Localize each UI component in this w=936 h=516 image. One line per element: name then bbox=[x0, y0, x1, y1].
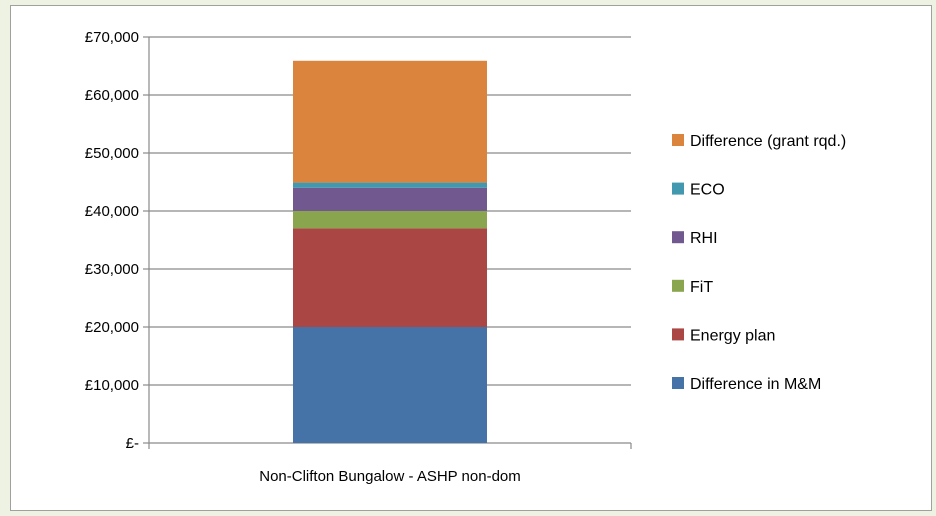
bar-segment-difference-grant-rqd bbox=[293, 60, 487, 183]
legend-label: FiT bbox=[690, 279, 713, 296]
y-tick-label: £50,000 bbox=[85, 145, 139, 162]
legend-swatch bbox=[672, 182, 684, 195]
y-tick-label: £70,000 bbox=[85, 29, 139, 46]
chart-svg: £- £10,000 £20,000 £30,000 £40,000 £50,000 £60… bbox=[85, 29, 846, 485]
legend-swatch bbox=[672, 279, 684, 292]
legend-swatch bbox=[672, 328, 684, 341]
bar-segment-energy-plan bbox=[293, 228, 487, 327]
legend-swatch bbox=[672, 231, 684, 244]
legend-swatch bbox=[672, 377, 684, 389]
y-tick-label: £60,000 bbox=[85, 87, 139, 104]
y-tick-label: £40,000 bbox=[85, 203, 139, 220]
x-category-labels: Non-Clifton Bungalow - ASHP non-dom bbox=[259, 468, 521, 485]
legend-swatch bbox=[672, 134, 684, 146]
bar-segment-eco bbox=[293, 182, 487, 188]
legend-label: Difference (grant rqd.) bbox=[690, 133, 846, 150]
y-tick-label: £30,000 bbox=[85, 261, 139, 278]
legend-label: Difference in M&M bbox=[690, 376, 821, 393]
y-tick-labels: £- £10,000 £20,000 £30,000 £40,000 £50,000 £60… bbox=[85, 29, 139, 452]
bar-segment-rhi bbox=[293, 187, 487, 211]
legend-label: Energy plan bbox=[690, 327, 775, 344]
legend: Difference (grant rqd.) ECO RHI FiT Energy p… bbox=[672, 133, 846, 393]
legend-label: RHI bbox=[690, 230, 718, 247]
bar-stack bbox=[293, 60, 487, 443]
chart-area: £- £10,000 £20,000 £30,000 £40,000 £50,000 £60… bbox=[10, 5, 932, 511]
x-category-label: Non-Clifton Bungalow - ASHP non-dom bbox=[259, 468, 521, 485]
legend-label: ECO bbox=[690, 182, 725, 199]
bar-segment-difference-in-m-m bbox=[293, 327, 487, 443]
y-tick-label: £- bbox=[126, 435, 139, 452]
y-tick-label: £20,000 bbox=[85, 319, 139, 336]
bar-segment-fit bbox=[293, 211, 487, 229]
y-tick-label: £10,000 bbox=[85, 377, 139, 394]
